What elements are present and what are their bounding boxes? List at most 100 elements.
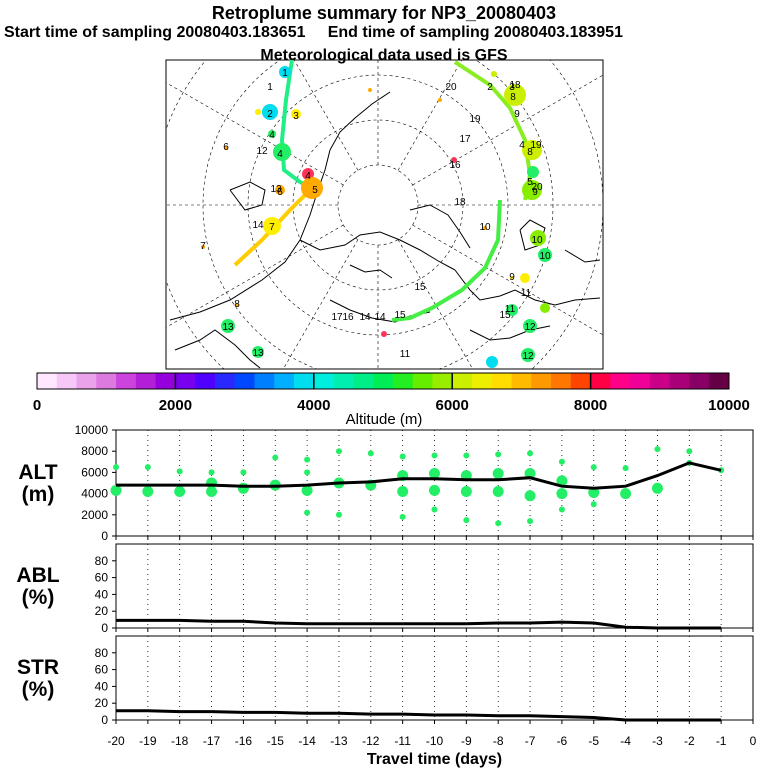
plume-circle <box>523 319 537 333</box>
altitude-point <box>590 501 597 508</box>
map-day-label: 7 <box>200 241 206 252</box>
map-day-label: 1 <box>282 68 288 79</box>
colorbar-swatch <box>37 373 58 389</box>
altitude-point <box>176 468 183 475</box>
x-tick-label: -17 <box>203 734 221 748</box>
panel-ylabel: ALT <box>18 461 57 484</box>
map-day-label: 12 <box>256 146 268 157</box>
map-day-label: 3 <box>293 111 299 122</box>
altitude-point <box>463 517 470 524</box>
altitude-point <box>651 482 663 494</box>
x-tick-label: -7 <box>525 734 536 748</box>
altitude-point <box>206 485 218 497</box>
altitude-point <box>620 488 632 500</box>
coastline <box>174 329 261 369</box>
colorbar-tick-label: 2000 <box>159 397 192 414</box>
altitude-point <box>588 487 600 499</box>
time-series-panels: 0200040006000800010000ALT(m)020406080ABL… <box>16 423 756 768</box>
colorbar-swatch <box>373 373 394 389</box>
plume-circle <box>521 348 535 362</box>
map-day-label: 11 <box>505 304 516 315</box>
altitude-point <box>335 511 342 518</box>
plume-circle <box>527 166 539 178</box>
altitude-point <box>429 467 440 479</box>
x-axis-label: Travel time (days) <box>367 751 502 768</box>
map-day-label: 13 <box>270 184 282 195</box>
track-segment <box>391 199 502 322</box>
altitude-colorbar: 0 2000 4000 6000 8000 10000 <box>33 372 750 414</box>
plume-circle <box>504 84 526 106</box>
coastline <box>329 91 391 151</box>
map-day-label: 19 <box>530 140 542 151</box>
colorbar-swatch <box>214 373 236 389</box>
map-day-label: 4 <box>277 149 283 160</box>
x-tick-label: -13 <box>330 734 348 748</box>
altitude-point <box>431 452 438 459</box>
plume-circle <box>506 304 518 316</box>
sampling-time-line: Start time of sampling 20080403.183651 E… <box>4 24 623 41</box>
y-tick-label: 0 <box>101 529 108 543</box>
colorbar-tick-label: 8000 <box>574 397 607 414</box>
x-tick-label: -8 <box>493 734 504 748</box>
plume-circle <box>268 130 276 138</box>
panel-ylabel: (%) <box>22 586 55 609</box>
altitude-point <box>590 464 597 471</box>
map-day-label: 15 <box>499 310 511 321</box>
colorbar-swatch <box>135 373 157 389</box>
coastline <box>169 149 331 321</box>
y-tick-label: 4000 <box>81 487 108 501</box>
map-day-label: 8 <box>234 299 240 310</box>
y-tick-label: 0 <box>101 713 108 727</box>
track-segment <box>453 60 533 201</box>
altitude-point <box>304 469 311 476</box>
map-day-label: 17 <box>331 312 343 323</box>
colorbar-outline <box>36 372 730 390</box>
coastline <box>409 204 471 249</box>
y-tick-label: 40 <box>95 587 109 601</box>
plume-circle <box>368 88 372 92</box>
x-tick-label: -2 <box>684 734 695 748</box>
altitude-point <box>686 448 693 455</box>
plume-circle <box>451 157 457 163</box>
coastline <box>469 325 551 341</box>
map-day-label: 9 <box>532 187 538 198</box>
plume-circle <box>221 319 235 333</box>
colorbar-swatch <box>689 373 710 389</box>
plume-circle <box>381 331 387 337</box>
meridian-line <box>397 239 474 369</box>
map-day-label: 14 <box>359 312 371 323</box>
y-tick-label: 80 <box>95 646 109 660</box>
x-tick-label: -3 <box>652 734 663 748</box>
plume-circle <box>262 104 278 120</box>
colorbar-tick-label: 6000 <box>436 397 469 414</box>
meridian-line <box>412 74 603 186</box>
plume-circle <box>224 146 228 150</box>
plume-circle <box>263 217 281 235</box>
colorbar-swatch <box>491 373 513 389</box>
colorbar-swatch <box>96 373 117 389</box>
map-day-label: 20 <box>445 82 457 93</box>
map-coastlines <box>169 91 601 369</box>
map-frame <box>165 59 604 370</box>
altitude-point <box>492 485 504 497</box>
plume-circle <box>522 140 542 160</box>
panel-ylabel: (%) <box>22 678 55 701</box>
plume-circle <box>255 109 261 115</box>
x-tick-label: -15 <box>267 734 285 748</box>
colorbar-swatch <box>175 373 196 389</box>
plume-circle <box>491 71 497 77</box>
panel-frame <box>115 635 754 721</box>
altitude-point <box>431 506 438 513</box>
plume-circle <box>522 180 542 200</box>
y-tick-label: 60 <box>95 571 109 585</box>
colorbar-swatch <box>471 373 493 389</box>
y-tick-label: 6000 <box>81 465 108 479</box>
colorbar-swatch <box>511 373 532 389</box>
x-tick-label: -11 <box>394 734 411 748</box>
colorbar-swatch <box>570 373 592 389</box>
altitude-point <box>399 453 406 460</box>
plume-circle <box>483 226 487 230</box>
altitude-point <box>397 485 409 497</box>
colorbar-swatch <box>432 373 453 389</box>
